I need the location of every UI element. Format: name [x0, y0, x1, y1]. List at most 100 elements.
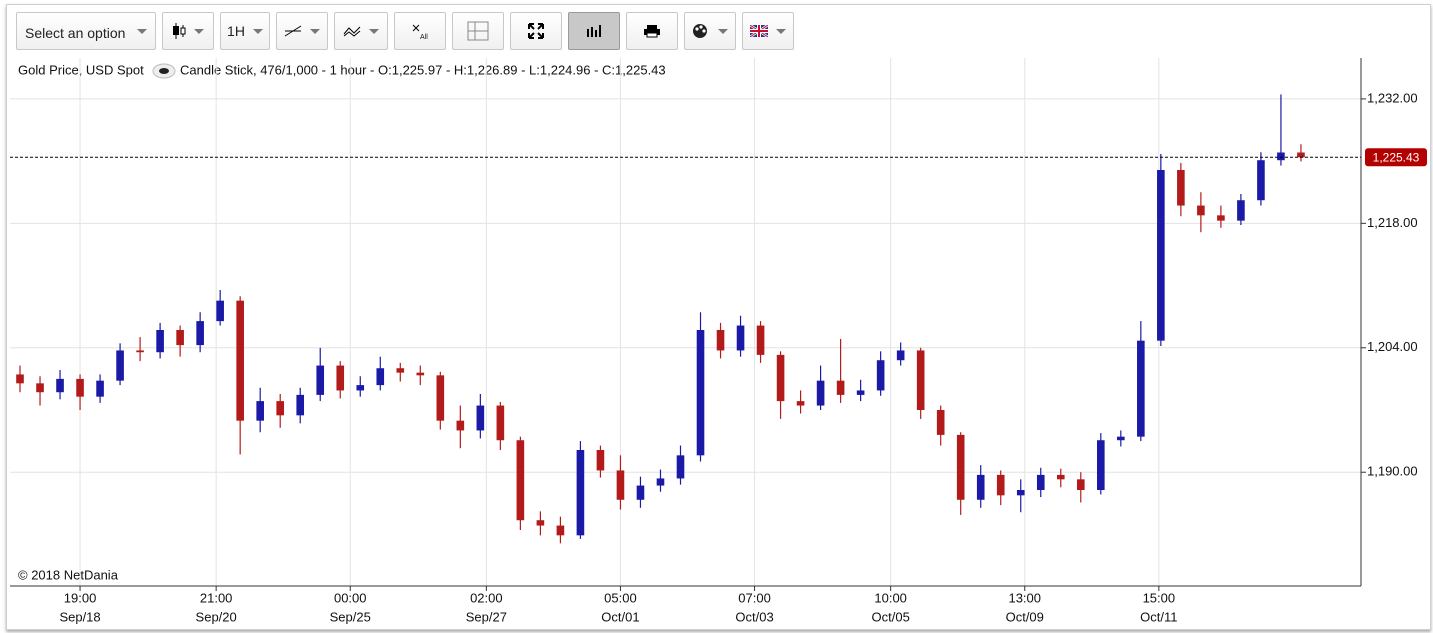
candle-body — [876, 360, 885, 391]
x-tick-label: 07:00 — [738, 590, 771, 605]
candle-body — [796, 401, 805, 406]
candle-body — [236, 300, 244, 421]
x-tick-date: Oct/11 — [1140, 609, 1177, 624]
y-tick-label: 1,218.00 — [1367, 215, 1418, 230]
eye-icon[interactable] — [152, 63, 176, 79]
x-tick-label: 05:00 — [604, 590, 637, 605]
candle-body — [1076, 479, 1085, 490]
x-tick-label: 00:00 — [334, 590, 367, 605]
candle-body — [16, 374, 24, 384]
toolbar: Select an option 1H All — [16, 12, 794, 52]
theme-button[interactable] — [684, 12, 736, 50]
candle-body — [76, 378, 84, 397]
grid — [10, 58, 1361, 586]
candle-body — [1137, 340, 1145, 437]
candle-body — [856, 390, 865, 395]
candle-body — [676, 455, 685, 479]
svg-text:All: All — [420, 34, 428, 40]
candle-body — [576, 450, 585, 536]
candle-body — [716, 330, 725, 351]
x-tick-label: 21:00 — [200, 590, 233, 605]
candle-body — [216, 300, 224, 322]
chart-subtitle: Candle Stick, 476/1,000 - 1 hour - O:1,2… — [180, 62, 666, 77]
candle-body — [1297, 152, 1305, 158]
candle-body — [1257, 160, 1265, 201]
candle-body — [296, 394, 305, 416]
candle-body — [1277, 152, 1285, 161]
candle-body — [156, 330, 164, 353]
x-tick-date: Sep/18 — [59, 609, 100, 624]
y-tick-label: 1,204.00 — [1367, 339, 1418, 354]
candle-body — [436, 375, 445, 421]
candle-body — [1157, 170, 1165, 341]
interval-button[interactable]: 1H — [220, 12, 270, 50]
clear-button[interactable]: All — [394, 12, 446, 50]
candle-body — [896, 350, 905, 361]
volume-button[interactable] — [568, 12, 620, 50]
candle-body — [976, 474, 985, 500]
indicator-button[interactable] — [334, 12, 388, 50]
candle-body — [556, 525, 565, 536]
candle-body — [476, 405, 485, 431]
candle-body — [196, 321, 204, 346]
frame — [6, 4, 1431, 630]
x-tick-date: Oct/03 — [735, 609, 773, 624]
candle-body — [356, 385, 365, 391]
candle-body — [1197, 205, 1205, 216]
candle-body — [916, 350, 925, 410]
select-dropdown[interactable]: Select an option — [16, 12, 156, 50]
print-button[interactable] — [626, 12, 678, 50]
y-tick-label: 1,190.00 — [1367, 464, 1418, 479]
candle-body — [56, 378, 64, 393]
candle-body — [336, 365, 345, 391]
fullscreen-button[interactable] — [510, 12, 562, 50]
x-tick-date: Sep/20 — [196, 609, 237, 624]
crosshair-button[interactable] — [452, 12, 504, 50]
x-tick-date: Oct/09 — [1006, 609, 1044, 624]
candle-body — [616, 470, 625, 500]
draw-button[interactable] — [276, 12, 328, 50]
candle-body — [1097, 440, 1105, 490]
candle-body — [516, 440, 525, 521]
candle-body — [1117, 436, 1125, 441]
candle-body — [656, 478, 665, 486]
candle-body — [936, 410, 945, 435]
candle-body — [136, 350, 144, 353]
y-tick-label: 1,232.00 — [1367, 90, 1418, 105]
x-tick-label: 15:00 — [1143, 590, 1176, 605]
x-tick-date: Sep/25 — [330, 609, 371, 624]
candle-body — [256, 401, 264, 421]
candle-body — [596, 450, 605, 471]
x-tick-date: Oct/05 — [872, 609, 910, 624]
x-tick-date: Sep/27 — [466, 609, 507, 624]
candle-body — [456, 420, 465, 431]
candle-body — [1016, 490, 1025, 496]
candle-body — [756, 325, 765, 355]
candle-body — [536, 520, 545, 526]
x-tick-label: 19:00 — [64, 590, 97, 605]
candle-body — [376, 368, 385, 386]
x-tick-date: Oct/01 — [601, 609, 639, 624]
candle-body — [276, 401, 285, 416]
candle-body — [636, 485, 645, 500]
candle-body — [696, 330, 705, 456]
candle-body — [1237, 200, 1245, 221]
candle-body — [776, 354, 785, 402]
candle-body — [396, 368, 405, 373]
candle-body — [736, 325, 745, 351]
candle-body — [496, 405, 505, 441]
copyright: © 2018 NetDania — [18, 567, 119, 582]
chart-type-button[interactable] — [162, 12, 214, 50]
language-button[interactable] — [742, 12, 794, 50]
last-price-label: 1,225.43 — [1373, 150, 1420, 164]
candle-body — [1056, 474, 1065, 480]
candle-body — [816, 380, 825, 406]
candle-body — [316, 365, 325, 395]
x-tick-label: 02:00 — [470, 590, 503, 605]
candle-body — [116, 350, 124, 381]
candle-body — [416, 372, 425, 376]
chart-title: Gold Price, USD Spot — [18, 62, 144, 77]
interval-text: 1H — [227, 23, 245, 39]
